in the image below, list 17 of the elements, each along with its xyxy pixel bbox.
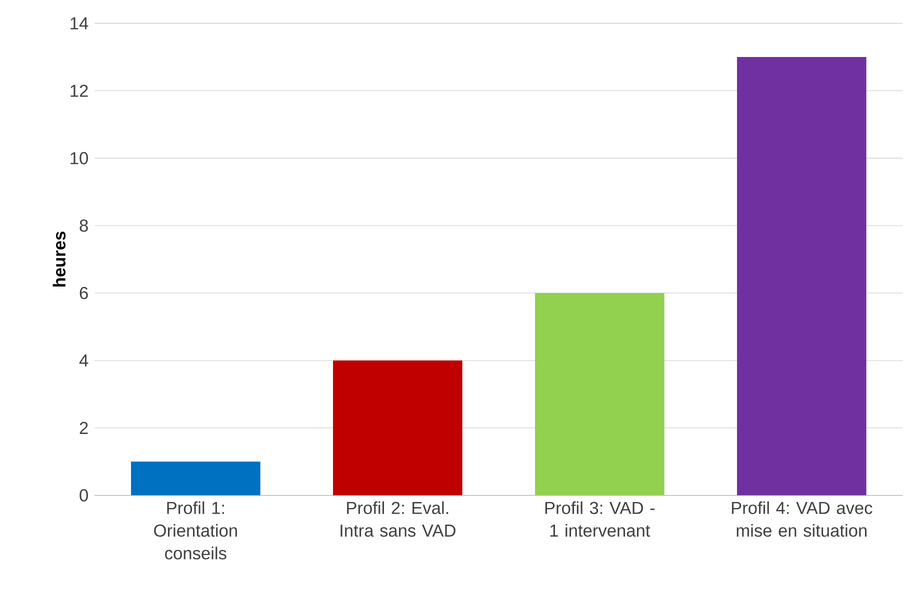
y-tick-label: 8 <box>80 219 88 232</box>
y-tick-label: 14 <box>70 17 88 30</box>
y-tick-label: 6 <box>80 286 88 300</box>
y-tick-label: 2 <box>80 422 88 434</box>
y-tick-label: 0 <box>80 489 88 502</box>
bar <box>333 360 462 496</box>
y-tick-label: 12 <box>70 84 88 97</box>
y-tick-label: 4 <box>79 354 88 366</box>
x-tick-label: Profil 2: Eval. Intra sans VAD <box>340 501 456 537</box>
y-tick-label: 10 <box>70 152 88 164</box>
x-tick-label: Profil 1: Orientation conseils <box>154 501 237 560</box>
bar <box>737 57 866 496</box>
bar <box>535 293 664 496</box>
x-tick-label: Profil 4: VAD avec mise en situation <box>732 501 872 537</box>
x-tick-label: Profil 3: VAD - 1 intervenant <box>545 501 655 537</box>
y-axis-title: heures <box>52 232 66 287</box>
bar <box>131 462 260 496</box>
